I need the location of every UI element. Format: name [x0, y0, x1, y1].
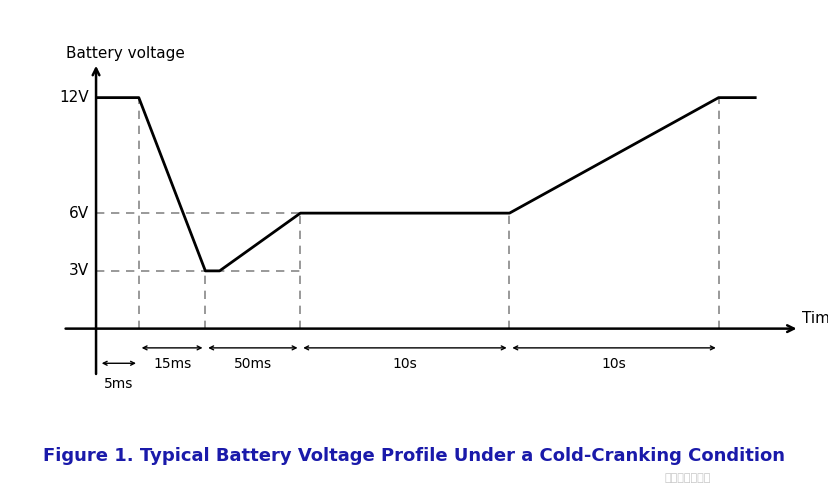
- Text: 6V: 6V: [70, 205, 89, 221]
- Text: Figure 1. Typical Battery Voltage Profile Under a Cold-Cranking Condition: Figure 1. Typical Battery Voltage Profil…: [43, 447, 785, 465]
- Text: 50ms: 50ms: [233, 357, 272, 372]
- Text: Battery voltage: Battery voltage: [65, 46, 185, 61]
- Text: 10s: 10s: [601, 357, 626, 372]
- Text: 15ms: 15ms: [153, 357, 191, 372]
- Text: 3V: 3V: [70, 263, 89, 278]
- Text: Time: Time: [802, 311, 828, 326]
- Text: 芯小二的下午茶: 芯小二的下午茶: [664, 473, 710, 483]
- Text: 10s: 10s: [392, 357, 416, 372]
- Text: 12V: 12V: [60, 90, 89, 105]
- Text: 5ms: 5ms: [104, 377, 133, 391]
